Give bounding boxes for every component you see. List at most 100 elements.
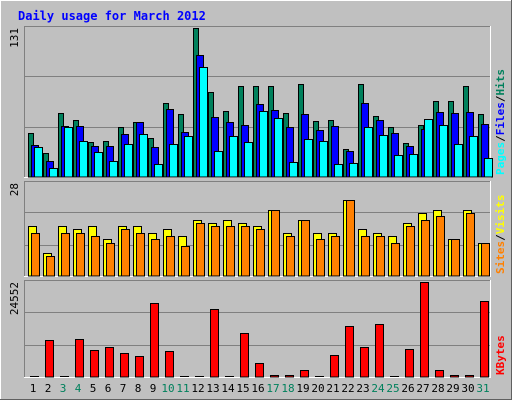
x-tick-label-24: 24 [371,382,385,395]
x-tick-label-23: 23 [356,382,369,395]
bar-kbytes-kbytes-20 [315,376,324,377]
panel-hits-legend: Pages/Files/Hits [494,69,507,175]
bar-visits-sites-8 [136,233,145,277]
panel-hits-ymax-label: 131 [8,28,21,48]
legend-entry: Files [494,102,507,135]
x-tick-label-10: 10 [161,382,174,395]
bar-hits-pages-23 [364,127,373,178]
x-tick-label-31: 31 [476,382,489,395]
bar-hits-pages-20 [319,141,328,178]
legend-entry: KBytes [494,335,507,375]
x-tick-label-27: 27 [416,382,429,395]
x-tick-label-28: 28 [431,382,444,395]
bar-hits-pages-31 [484,158,493,178]
bar-kbytes-kbytes-24 [375,324,384,378]
x-tick-label-7: 7 [120,382,127,395]
bar-hits-pages-28 [439,125,448,178]
x-tick-label-6: 6 [105,382,112,395]
bar-hits-pages-4 [79,141,88,178]
bar-visits-sites-17 [271,210,280,277]
bar-hits-pages-2 [49,168,58,178]
bar-visits-sites-30 [466,213,475,277]
bar-visits-sites-24 [376,236,385,277]
bar-visits-sites-13 [211,226,220,277]
bar-visits-sites-18 [286,236,295,277]
x-tick-label-21: 21 [326,382,339,395]
bar-kbytes-kbytes-7 [120,353,129,378]
bar-hits-pages-10 [169,144,178,178]
x-tick-label-2: 2 [45,382,52,395]
bar-kbytes-kbytes-6 [105,347,114,378]
bar-visits-sites-20 [316,239,325,277]
bar-hits-pages-11 [184,136,193,178]
legend-entry: Hits [494,69,507,96]
bar-kbytes-kbytes-4 [75,339,84,378]
bar-kbytes-kbytes-13 [210,309,219,378]
bar-visits-sites-19 [301,220,310,277]
bar-visits-sites-15 [241,226,250,277]
legend-entry: Visits [494,195,507,235]
legend-entry: / [494,234,507,241]
bar-hits-pages-16 [259,111,268,178]
legend-entry: Sites [494,241,507,274]
bar-visits-sites-28 [436,216,445,277]
bar-hits-pages-1 [34,147,43,178]
bar-visits-sites-22 [346,200,355,277]
bar-kbytes-kbytes-16 [255,363,264,378]
chart-panels: 131Pages/Files/Hits28Sites/Visits24552KB… [8,26,507,378]
x-tick-label-26: 26 [401,382,414,395]
legend-entry: Pages [494,142,507,175]
x-tick-label-15: 15 [236,382,249,395]
bar-kbytes-kbytes-8 [135,356,144,378]
bar-kbytes-kbytes-28 [435,370,444,378]
x-tick-label-1: 1 [30,382,37,395]
bar-kbytes-kbytes-26 [405,349,414,378]
x-tick-label-16: 16 [251,382,264,395]
bar-visits-sites-25 [391,243,400,277]
bar-hits-pages-14 [229,136,238,178]
bar-hits-pages-12 [199,67,208,178]
bar-hits-pages-5 [94,152,103,178]
bar-kbytes-kbytes-15 [240,333,249,378]
bar-visits-sites-2 [46,256,55,277]
x-tick-label-22: 22 [341,382,354,395]
bar-kbytes-kbytes-9 [150,303,159,378]
bar-visits-sites-26 [406,226,415,277]
bar-visits-sites-21 [331,236,340,277]
bar-hits-pages-17 [274,118,283,178]
x-tick-label-29: 29 [446,382,459,395]
bar-kbytes-kbytes-31 [480,301,489,378]
bar-kbytes-kbytes-22 [345,326,354,378]
x-tick-label-13: 13 [206,382,219,395]
bar-visits-sites-14 [226,226,235,277]
legend-entry: / [494,135,507,142]
bar-visits-sites-1 [31,233,40,277]
bar-visits-sites-3 [61,233,70,277]
bar-hits-pages-13 [214,151,223,178]
bar-kbytes-kbytes-29 [450,375,459,378]
x-tick-label-9: 9 [150,382,157,395]
bar-kbytes-kbytes-11 [180,376,189,377]
bar-hits-pages-6 [109,161,118,178]
bar-hits-pages-30 [469,136,478,178]
bar-hits-pages-25 [394,155,403,178]
panel-visits-legend: Sites/Visits [494,195,507,275]
x-tick-label-8: 8 [135,382,142,395]
x-tick-label-12: 12 [191,382,204,395]
x-tick-label-18: 18 [281,382,294,395]
bar-hits-pages-9 [154,164,163,178]
bar-visits-sites-7 [121,229,130,277]
bar-hits-pages-15 [244,142,253,178]
bar-visits-sites-31 [481,243,490,277]
bar-visits-sites-10 [166,236,175,277]
bar-kbytes-kbytes-30 [465,375,474,378]
bar-kbytes-kbytes-10 [165,351,174,378]
bar-kbytes-kbytes-1 [30,376,39,377]
x-tick-label-5: 5 [90,382,97,395]
x-tick-label-25: 25 [386,382,399,395]
bar-visits-sites-11 [181,246,190,277]
x-axis-labels: 1 2 3 4 5 6 7 8 9 10 11 12 13 14 15 16 17 18 19 20 21 22 23 24 2… [30,382,490,395]
x-tick-label-14: 14 [221,382,235,395]
